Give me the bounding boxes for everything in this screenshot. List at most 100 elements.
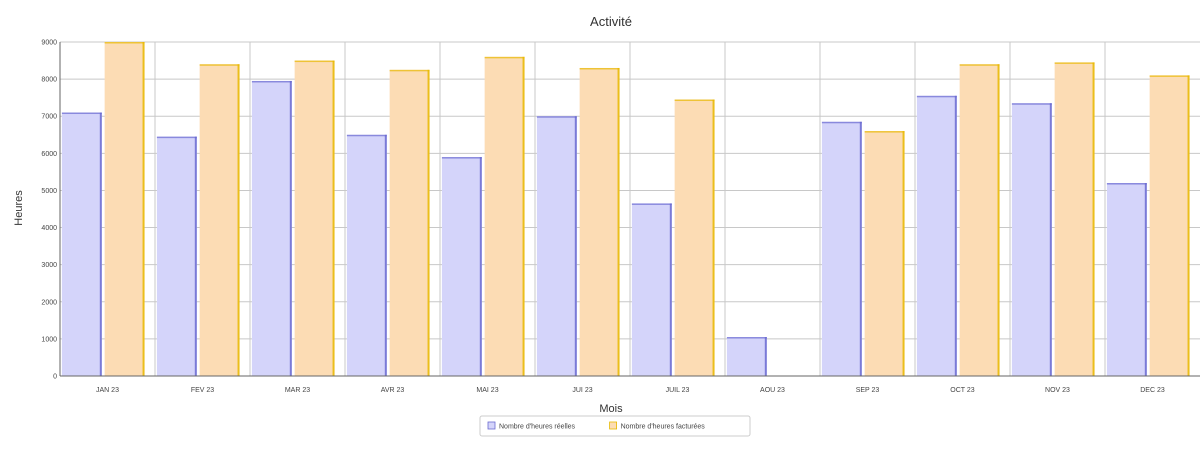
bar-top-edge <box>536 116 577 118</box>
grid-layer <box>60 41 1200 376</box>
bar-edge <box>669 203 672 376</box>
bar-heures-facturees <box>1149 75 1190 377</box>
bar-top-edge <box>959 64 1000 66</box>
y-tick-label: 8000 <box>41 77 57 84</box>
bar-top-edge <box>631 203 672 205</box>
bar-fill <box>156 136 197 376</box>
legend-item: Nombre d'heures facturées <box>609 421 706 431</box>
bar-heures-facturees <box>104 42 145 376</box>
bar-edge <box>954 95 957 377</box>
x-tick-label: FEV 23 <box>191 387 214 394</box>
legend-item: Nombre d'heures réelles <box>487 421 576 431</box>
bar-heures-reelles <box>726 337 767 376</box>
bar-top-edge <box>864 131 905 133</box>
bar-heures-reelles <box>251 80 292 376</box>
bar-top-edge <box>199 64 240 66</box>
bar-fill <box>1011 103 1052 376</box>
legend-label: Nombre d'heures réelles <box>499 424 576 431</box>
bar-fill <box>199 64 240 377</box>
bar-edge <box>427 69 430 376</box>
bar-heures-reelles <box>536 116 577 376</box>
bar-edge <box>1092 62 1095 377</box>
bar-top-edge <box>1054 62 1095 64</box>
bar-top-edge <box>1106 183 1147 185</box>
bar-fill <box>294 60 335 377</box>
legend-swatch <box>609 421 617 430</box>
bar-edge <box>479 157 482 376</box>
bar-edge <box>617 67 620 376</box>
bar-edge <box>764 337 767 376</box>
bar-heures-facturees <box>294 60 335 377</box>
bar-heures-reelles <box>916 95 957 377</box>
bar-heures-reelles <box>346 134 387 376</box>
bar-edge <box>522 56 525 376</box>
bar-fill <box>251 80 292 376</box>
x-axis-label: Mois <box>599 403 623 415</box>
x-tick-label: SEP 23 <box>856 387 880 394</box>
bar-heures-reelles <box>156 136 197 376</box>
bar-edge <box>574 116 577 376</box>
bar-fill <box>726 337 767 376</box>
bar-fill <box>61 112 102 376</box>
bar-top-edge <box>1011 103 1052 105</box>
x-tick-label: JUIL 23 <box>666 387 690 394</box>
bar-top-edge <box>156 136 197 139</box>
y-tick-label: 2000 <box>41 299 57 306</box>
bar-fill <box>346 134 387 376</box>
bar-edge <box>712 99 715 377</box>
bar-fill <box>104 42 145 376</box>
legend: Nombre d'heures réelles Nombre d'heures f… <box>479 415 751 437</box>
bar-fill <box>1106 183 1147 376</box>
chart-title: Activité <box>590 14 632 29</box>
bar-top-edge <box>346 134 387 137</box>
bar-top-edge <box>484 56 525 59</box>
bar-fill <box>484 56 525 376</box>
bar-edge <box>289 80 292 376</box>
bar-fill <box>536 116 577 376</box>
bar-heures-facturees <box>579 67 620 376</box>
bar-edge <box>194 136 197 376</box>
y-tick-label: 6000 <box>41 151 57 158</box>
y-tick-label: 1000 <box>41 336 57 343</box>
bar-fill <box>959 64 1000 377</box>
bar-edge <box>1144 183 1147 376</box>
bar-edge <box>1049 103 1052 376</box>
x-tick-label: AOU 23 <box>760 387 785 394</box>
bar-fill <box>821 121 862 377</box>
bar-heures-facturees <box>389 69 430 376</box>
x-tick-label: AVR 23 <box>381 387 405 394</box>
bar-heures-facturees <box>674 99 715 377</box>
y-tick-label: 3000 <box>41 262 57 269</box>
bar-fill <box>631 203 672 376</box>
bar-heures-reelles <box>1106 183 1147 376</box>
bar-edge <box>142 42 145 376</box>
bar-top-edge <box>441 157 482 159</box>
axes-layer: 0 1000 2000 3000 4000 5000 6000 7000 8000 9000 JAN… <box>41 40 1200 394</box>
bar-fill <box>441 157 482 376</box>
bar-top-edge <box>674 99 715 102</box>
y-tick-label: 0 <box>53 374 57 381</box>
y-tick-label: 7000 <box>41 114 57 121</box>
y-tick-label: 5000 <box>41 188 57 195</box>
bar-top-edge <box>916 95 957 98</box>
bar-top-edge <box>579 67 620 70</box>
x-tick-label: NOV 23 <box>1045 387 1070 394</box>
x-tick-label: OCT 23 <box>950 387 974 394</box>
bar-heures-reelles <box>61 112 102 376</box>
legend-label: Nombre d'heures facturées <box>621 424 706 431</box>
bar-heures-facturees <box>959 64 1000 377</box>
x-tick-label: DEC 23 <box>1140 387 1165 394</box>
bar-top-edge <box>726 337 767 339</box>
bar-fill <box>389 69 430 376</box>
y-tick-label: 4000 <box>41 225 57 232</box>
bar-heures-reelles <box>441 157 482 376</box>
bar-top-edge <box>821 121 862 124</box>
bar-fill <box>864 131 905 376</box>
x-tick-label: JAN 23 <box>96 387 119 394</box>
bar-edge <box>237 64 240 377</box>
y-tick-label: 9000 <box>41 40 57 47</box>
bar-heures-reelles <box>1011 103 1052 376</box>
bars-layer <box>61 42 1190 377</box>
bar-heures-facturees <box>484 56 525 376</box>
